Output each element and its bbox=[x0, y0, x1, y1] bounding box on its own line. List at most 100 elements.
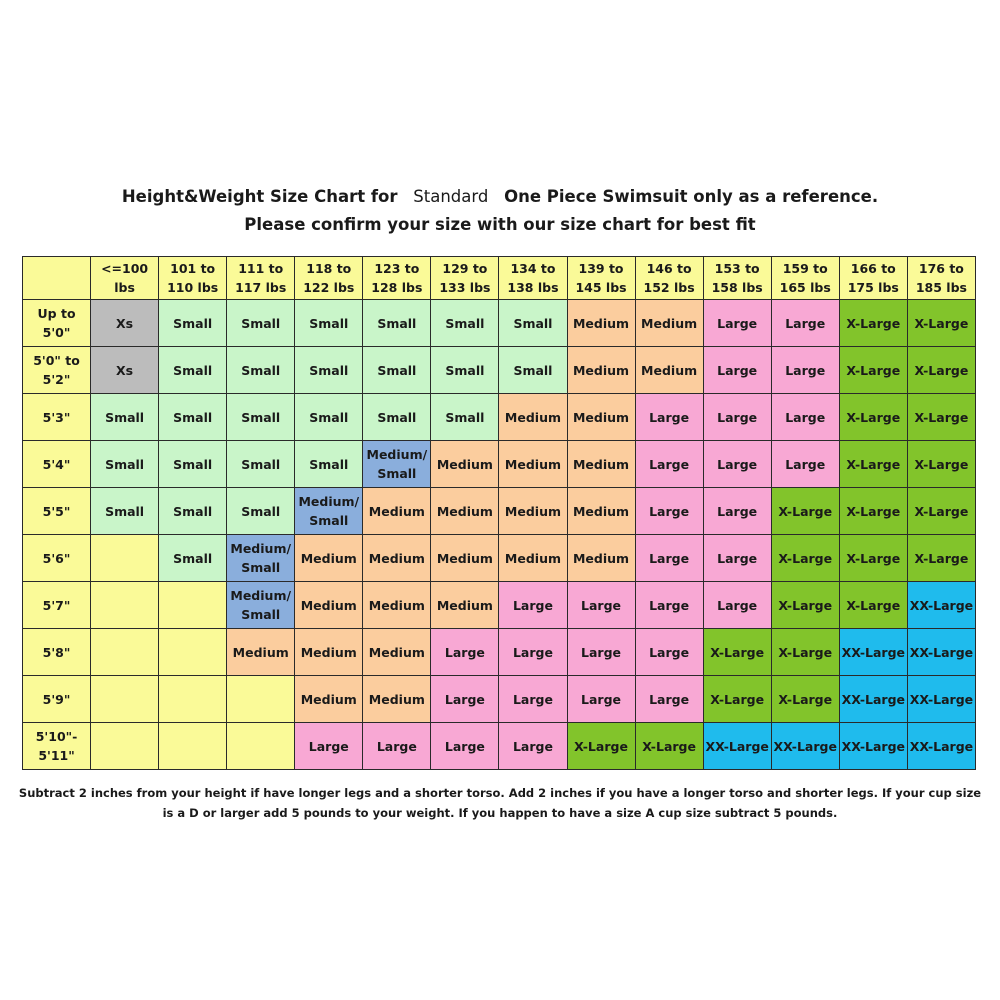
table-row: 5'3" Small Small Small Small Small Small Medium… bbox=[21, 393, 977, 441]
size-cell-medium: Medium bbox=[566, 534, 636, 582]
size-cell-x-large: X-Large bbox=[838, 346, 908, 394]
size-cell-medium: Medium bbox=[566, 440, 636, 488]
size-cell-large: Large bbox=[634, 440, 704, 488]
size-cell-small: Small bbox=[294, 393, 364, 441]
size-cell-small: Small bbox=[158, 534, 228, 582]
size-cell-large: Large bbox=[294, 722, 364, 770]
size-cell-medium: Medium bbox=[226, 628, 296, 676]
size-cell-x-large: X-Large bbox=[838, 440, 908, 488]
size-cell-large: Large bbox=[702, 393, 772, 441]
size-cell-medium: Medium bbox=[430, 581, 500, 629]
size-cell-large: Large bbox=[566, 628, 636, 676]
size-cell-small: Small bbox=[294, 346, 364, 394]
size-cell-small: Small bbox=[226, 299, 296, 347]
size-cell-xx-large: XX-Large bbox=[906, 675, 977, 723]
table-row: 5'5" Small Small Small Medium/Small Medium Med… bbox=[21, 487, 977, 535]
size-cell-large: Large bbox=[634, 581, 704, 629]
size-cell-x-large: X-Large bbox=[906, 346, 977, 394]
size-cell-medium: Medium bbox=[362, 675, 432, 723]
size-cell-large: Large bbox=[634, 487, 704, 535]
height-row-header: 5'8" bbox=[21, 628, 92, 676]
size-cell-medium: Medium bbox=[430, 534, 500, 582]
header-row: <=100 lbs 101 to 110 lbs 111 to 117 lbs 118 t… bbox=[21, 256, 977, 300]
size-cell-large: Large bbox=[430, 628, 500, 676]
empty-cell bbox=[90, 534, 160, 582]
size-cell-large: Large bbox=[702, 534, 772, 582]
size-cell-small: Small bbox=[158, 487, 228, 535]
size-cell-x-large: X-Large bbox=[770, 487, 840, 535]
size-cell-medium: Medium bbox=[362, 581, 432, 629]
empty-cell bbox=[90, 581, 160, 629]
size-cell-medium: Medium bbox=[566, 487, 636, 535]
size-cell-medium: Medium bbox=[362, 628, 432, 676]
table-row: 5'0" to 5'2" Xs Small Small Small Small Small Sm… bbox=[21, 346, 977, 394]
size-cell-medium: Medium bbox=[566, 346, 636, 394]
size-cell-x-large: X-Large bbox=[702, 628, 772, 676]
size-cell-xx-large: XX-Large bbox=[770, 722, 840, 770]
size-cell-medium: Medium bbox=[294, 675, 364, 723]
size-cell-large: Large bbox=[566, 581, 636, 629]
table-row: 5'9" Medium Medium Large Large Large Large X-La… bbox=[21, 675, 977, 723]
size-cell-medium: Medium bbox=[362, 534, 432, 582]
size-cell-medium-small: Medium/Small bbox=[362, 440, 432, 488]
height-row-header: 5'0" to 5'2" bbox=[21, 346, 92, 394]
table-row: 5'8" Medium Medium Medium Large Large Large Lar… bbox=[21, 628, 977, 676]
size-cell-small: Small bbox=[90, 440, 160, 488]
empty-cell bbox=[158, 675, 228, 723]
size-chart-table: <=100 lbs 101 to 110 lbs 111 to 117 lbs 118 t… bbox=[21, 256, 977, 770]
size-cell-small: Small bbox=[90, 393, 160, 441]
weight-column-header: 166 to 175 lbs bbox=[838, 256, 908, 300]
size-cell-xs: Xs bbox=[90, 299, 160, 347]
height-row-header: 5'7" bbox=[21, 581, 92, 629]
size-cell-small: Small bbox=[158, 393, 228, 441]
weight-column-header: 118 to 122 lbs bbox=[294, 256, 364, 300]
weight-column-header: 159 to 165 lbs bbox=[770, 256, 840, 300]
size-cell-small: Small bbox=[362, 393, 432, 441]
size-cell-xx-large: XX-Large bbox=[906, 722, 977, 770]
size-cell-x-large: X-Large bbox=[906, 440, 977, 488]
size-cell-x-large: X-Large bbox=[770, 581, 840, 629]
size-cell-medium: Medium bbox=[430, 440, 500, 488]
size-cell-x-large: X-Large bbox=[906, 487, 977, 535]
size-cell-medium-small: Medium/Small bbox=[226, 534, 296, 582]
height-row-header: Up to 5'0" bbox=[21, 299, 92, 347]
size-cell-small: Small bbox=[294, 299, 364, 347]
size-cell-medium: Medium bbox=[294, 628, 364, 676]
size-cell-small: Small bbox=[430, 299, 500, 347]
table-row: 5'7" Medium/Small Medium Medium Medium Large L… bbox=[21, 581, 977, 629]
size-cell-xx-large: XX-Large bbox=[702, 722, 772, 770]
size-cell-small: Small bbox=[90, 487, 160, 535]
empty-cell bbox=[226, 675, 296, 723]
size-cell-x-large: X-Large bbox=[770, 675, 840, 723]
size-cell-small: Small bbox=[158, 346, 228, 394]
size-cell-small: Small bbox=[226, 487, 296, 535]
size-cell-large: Large bbox=[430, 675, 500, 723]
size-cell-large: Large bbox=[702, 581, 772, 629]
size-cell-large: Large bbox=[770, 346, 840, 394]
size-cell-x-large: X-Large bbox=[906, 393, 977, 441]
size-cell-small: Small bbox=[158, 299, 228, 347]
chart-title-line-2: Please confirm your size with our size c… bbox=[244, 215, 756, 234]
size-cell-large: Large bbox=[362, 722, 432, 770]
size-cell-x-large: X-Large bbox=[566, 722, 636, 770]
size-cell-medium: Medium bbox=[634, 299, 704, 347]
size-cell-medium: Medium bbox=[634, 346, 704, 394]
size-cell-medium: Medium bbox=[498, 440, 568, 488]
size-cell-large: Large bbox=[702, 346, 772, 394]
size-cell-x-large: X-Large bbox=[770, 534, 840, 582]
empty-cell bbox=[90, 628, 160, 676]
size-cell-medium: Medium bbox=[566, 393, 636, 441]
size-cell-medium: Medium bbox=[498, 534, 568, 582]
empty-cell bbox=[90, 722, 160, 770]
size-cell-large: Large bbox=[498, 628, 568, 676]
size-cell-large: Large bbox=[498, 675, 568, 723]
size-cell-large: Large bbox=[430, 722, 500, 770]
size-cell-small: Small bbox=[430, 346, 500, 394]
weight-column-header: 111 to 117 lbs bbox=[226, 256, 296, 300]
size-cell-xs: Xs bbox=[90, 346, 160, 394]
size-cell-large: Large bbox=[498, 722, 568, 770]
size-cell-medium: Medium bbox=[498, 393, 568, 441]
weight-column-header: 153 to 158 lbs bbox=[702, 256, 772, 300]
size-cell-x-large: X-Large bbox=[634, 722, 704, 770]
size-cell-medium: Medium bbox=[498, 487, 568, 535]
